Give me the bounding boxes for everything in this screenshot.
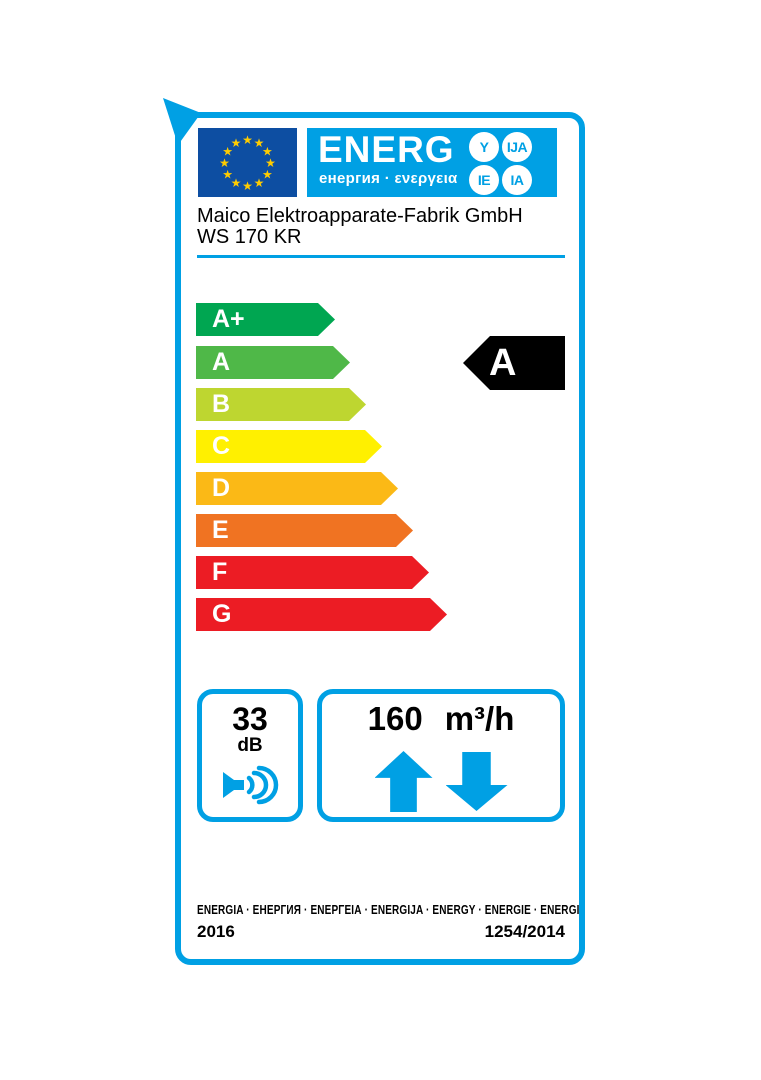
down-arrow-icon: [445, 752, 508, 811]
airflow-box: 160 m³/h: [317, 689, 565, 822]
eu-star-icon: ★: [242, 132, 253, 147]
footer-regulation: 1254/2014: [484, 922, 565, 941]
noise-box: 33 dB: [197, 689, 303, 822]
noise-value: 33: [232, 701, 268, 737]
supplier-name: Maico Elektroapparate-Fabrik GmbH: [197, 205, 523, 227]
logo-badge-ia: IA: [502, 165, 532, 195]
airflow-direction-icons: [322, 751, 560, 812]
scale-arrow-g: G: [196, 598, 447, 631]
eu-star-icon: ★: [253, 175, 265, 190]
eu-star-icon: ★: [219, 155, 230, 170]
logo-text: ENERG: [318, 129, 455, 170]
airflow-reading: 160 m³/h: [322, 701, 560, 737]
energy-logo: ENERG енергия · ενεργεια Y IJA IE IA: [307, 128, 557, 197]
scale-arrow-d: D: [196, 472, 398, 505]
scale-arrow-c: C: [196, 430, 382, 463]
airflow-value: 160: [367, 700, 423, 737]
eu-flag: ★ ★ ★ ★ ★ ★ ★ ★ ★ ★ ★ ★: [198, 128, 297, 197]
eu-star-icon: ★: [265, 155, 276, 170]
eu-star-icon: ★: [242, 178, 253, 193]
logo-badge-ija: IJA: [502, 132, 532, 162]
eu-star-icon: ★: [230, 135, 242, 150]
noise-unit: dB: [237, 735, 263, 756]
scale-arrow-b: B: [196, 388, 366, 421]
eu-star-icon: ★: [222, 144, 233, 158]
up-arrow-icon: [374, 751, 433, 812]
eu-star-icon: ★: [253, 135, 265, 150]
scale-arrow-a-plus: A+: [196, 303, 335, 336]
eu-star-icon: ★: [222, 167, 233, 181]
airflow-unit: m³/h: [444, 700, 515, 737]
footer-energy-words: ENERGIA · ЕНЕРГИЯ · ΕΝΕΡΓΕΙΑ · ENERGIJA …: [197, 903, 580, 917]
speaker-icon: [223, 765, 279, 805]
logo-subtitle: енергия · ενεργεια: [319, 170, 458, 187]
scale-arrow-f: F: [196, 556, 429, 589]
footer-year: 2016: [197, 922, 235, 941]
eu-star-icon: ★: [262, 167, 273, 181]
divider-line: [197, 255, 565, 258]
footer-row: 2016 1254/2014: [197, 922, 565, 942]
logo-badge-y: Y: [469, 132, 499, 162]
model-name: WS 170 KR: [197, 226, 302, 248]
eu-star-icon: ★: [262, 144, 273, 158]
logo-badge-ie: IE: [469, 165, 499, 195]
rating-letter: A: [489, 341, 517, 384]
scale-arrow-a: A: [196, 346, 350, 379]
scale-arrow-e: E: [196, 514, 413, 547]
eu-star-icon: ★: [230, 175, 242, 190]
